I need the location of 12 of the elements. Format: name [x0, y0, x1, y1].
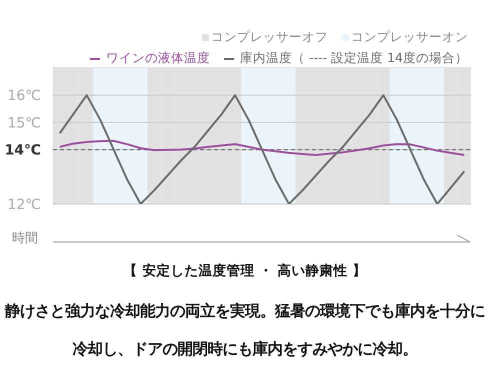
text: 【 安定した温度管理 ・ 高い静粛性 】: [122, 262, 368, 280]
text: 静けさと強力な冷却能力の両立を実現。猛暑の環境下でも庫内を十分に冷却し、ドアの開閉時にも庫内をすみやかに冷却。: [5, 302, 485, 358]
legend-label: コンプレッサーオフ: [210, 29, 328, 44]
x-axis-title: 時間: [12, 230, 38, 247]
y-tick-label: 15℃: [7, 115, 41, 132]
y-tick-label: 12℃: [7, 197, 41, 213]
y-tick-label: 14℃: [4, 142, 42, 159]
legend-label: 庫内温度（ ---- 設定温度 14度の場合）: [239, 50, 468, 65]
legend-label: ワインの液体温度: [105, 50, 210, 65]
legend-label: コンプレッサーオン: [350, 29, 468, 44]
line-series: [58, 140, 466, 156]
y-tick-label: 16℃: [7, 88, 41, 104]
